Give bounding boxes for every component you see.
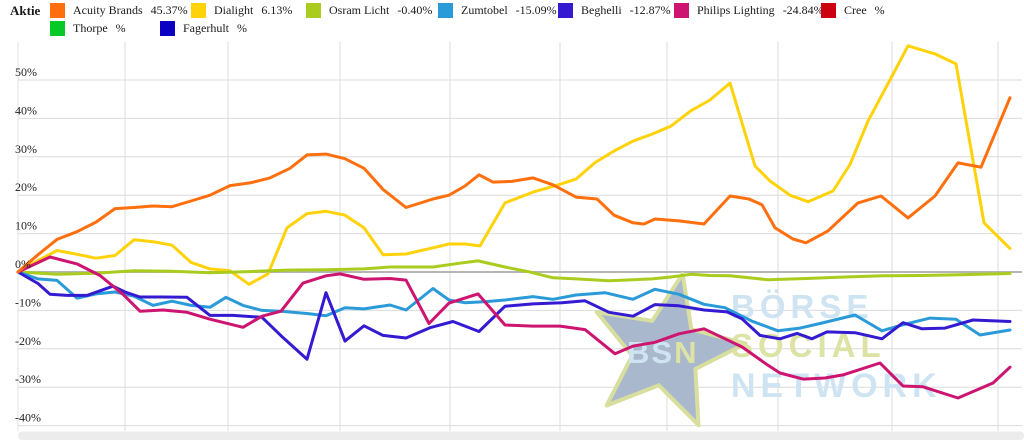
legend-swatch-beghelli bbox=[558, 3, 573, 18]
y-tick-label--20: -20% bbox=[15, 334, 41, 348]
legend-swatch-osram-licht bbox=[306, 3, 321, 18]
y-tick-label--30: -30% bbox=[15, 372, 41, 386]
y-tick-label-20: 20% bbox=[15, 180, 37, 194]
y-tick-label--10: -10% bbox=[15, 295, 41, 309]
y-tick-label-50: 50% bbox=[15, 65, 37, 79]
series-line-osram-licht bbox=[16, 259, 1012, 283]
watermark-line-social: SOCIAL bbox=[731, 327, 886, 364]
legend: Aktie Acuity Brands 45.37% Dialight 6.13% Os… bbox=[0, 0, 1024, 40]
legend-swatch-fagerhult bbox=[160, 21, 175, 36]
series-line-beghelli bbox=[16, 270, 1012, 361]
legend-value: % bbox=[874, 3, 885, 17]
legend-label: Fagerhult bbox=[183, 21, 229, 35]
y-tick-label--40: -40% bbox=[15, 411, 41, 425]
y-tick-label-10: 10% bbox=[15, 219, 37, 233]
legend-swatch-dialight bbox=[191, 3, 206, 18]
legend-swatch-philips-lighting bbox=[674, 3, 689, 18]
watermark-badge: BSN bbox=[627, 335, 698, 370]
legend-value: -12.87% bbox=[629, 3, 671, 17]
x-axis-band[interactable] bbox=[18, 431, 1024, 440]
legend-value: -15.09% bbox=[515, 3, 557, 17]
legend-label: Beghelli bbox=[581, 3, 622, 17]
legend-label: Philips Lighting bbox=[697, 3, 775, 17]
series-layer bbox=[16, 44, 1012, 400]
legend-label: Osram Licht bbox=[329, 3, 390, 17]
axis-label-layer: 50% 40% 30% 20% 10% 0% -10% -20% -30% -40% bbox=[15, 65, 41, 425]
y-tick-label-40: 40% bbox=[15, 103, 37, 117]
legend-label: Thorpe bbox=[73, 21, 108, 35]
legend-value: 45.37% bbox=[150, 3, 188, 17]
legend-swatch-thorpe bbox=[50, 21, 65, 36]
legend-value: 6.13% bbox=[261, 3, 293, 17]
series-line-dialight bbox=[16, 44, 1012, 286]
watermark-line-boerse: BÖRSE bbox=[731, 288, 873, 325]
bsn-watermark: BSN BÖRSE SOCIAL NETWORK bbox=[594, 271, 937, 428]
y-tick-label-0: 0% bbox=[15, 257, 31, 271]
legend-swatch-cree bbox=[821, 3, 836, 18]
legend-swatch-zumtobel bbox=[438, 3, 453, 18]
legend-label: Acuity Brands bbox=[73, 3, 143, 17]
legend-value: % bbox=[237, 21, 247, 35]
legend-value: -24.84% bbox=[782, 3, 824, 17]
legend-label: Zumtobel bbox=[461, 3, 508, 17]
series-line-acuity-brands bbox=[16, 96, 1012, 274]
legend-label: Cree bbox=[844, 3, 867, 17]
legend-title: Aktie bbox=[10, 3, 41, 18]
legend-swatch-acuity-brands bbox=[50, 3, 65, 18]
y-tick-label-30: 30% bbox=[15, 142, 37, 156]
legend-value: % bbox=[115, 21, 126, 35]
legend-label: Dialight bbox=[214, 3, 254, 17]
legend-value: -0.40% bbox=[397, 3, 433, 17]
series-line-philips-lighting bbox=[16, 255, 1012, 400]
